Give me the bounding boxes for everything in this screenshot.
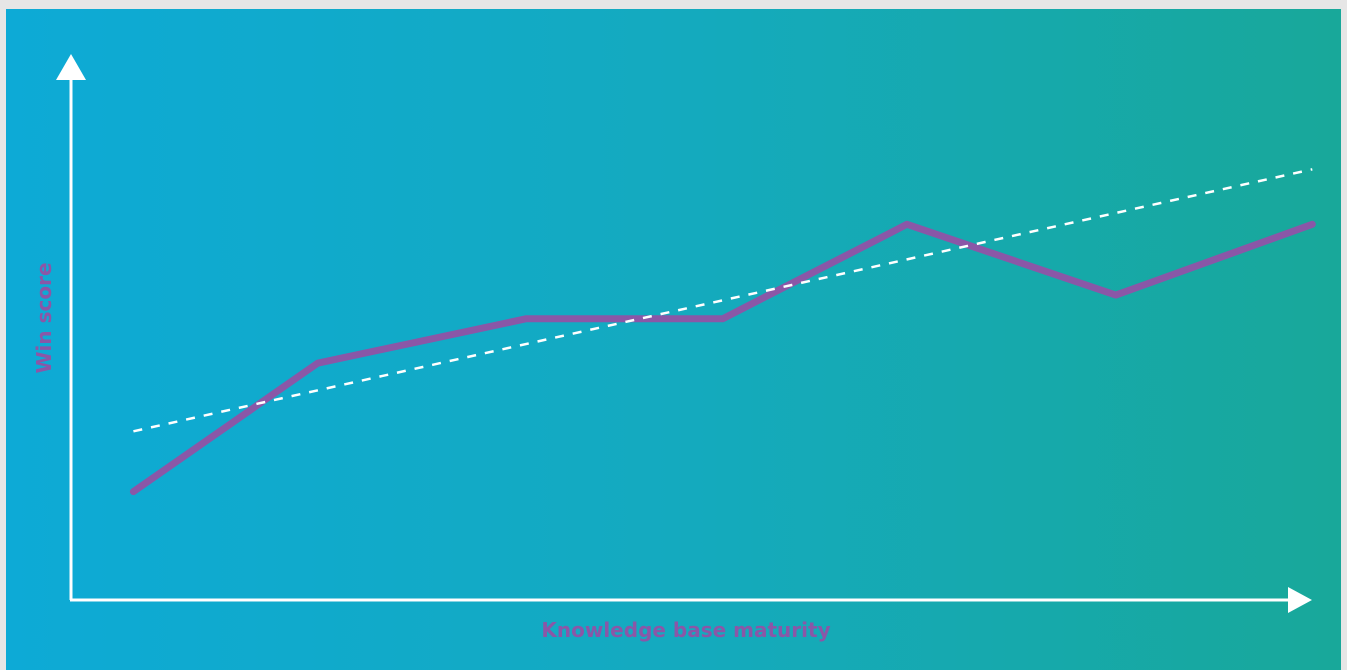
axes (56, 54, 1312, 613)
chart-background (6, 9, 1341, 670)
x-axis-label: Knowledge base maturity (541, 618, 830, 642)
trend-line (133, 168, 1313, 433)
series-layer (129, 168, 1316, 496)
x-axis-arrowhead (1288, 587, 1312, 613)
y-axis-label: Win score (32, 262, 56, 373)
data-line (129, 220, 1316, 496)
y-axis-arrowhead (56, 54, 86, 80)
